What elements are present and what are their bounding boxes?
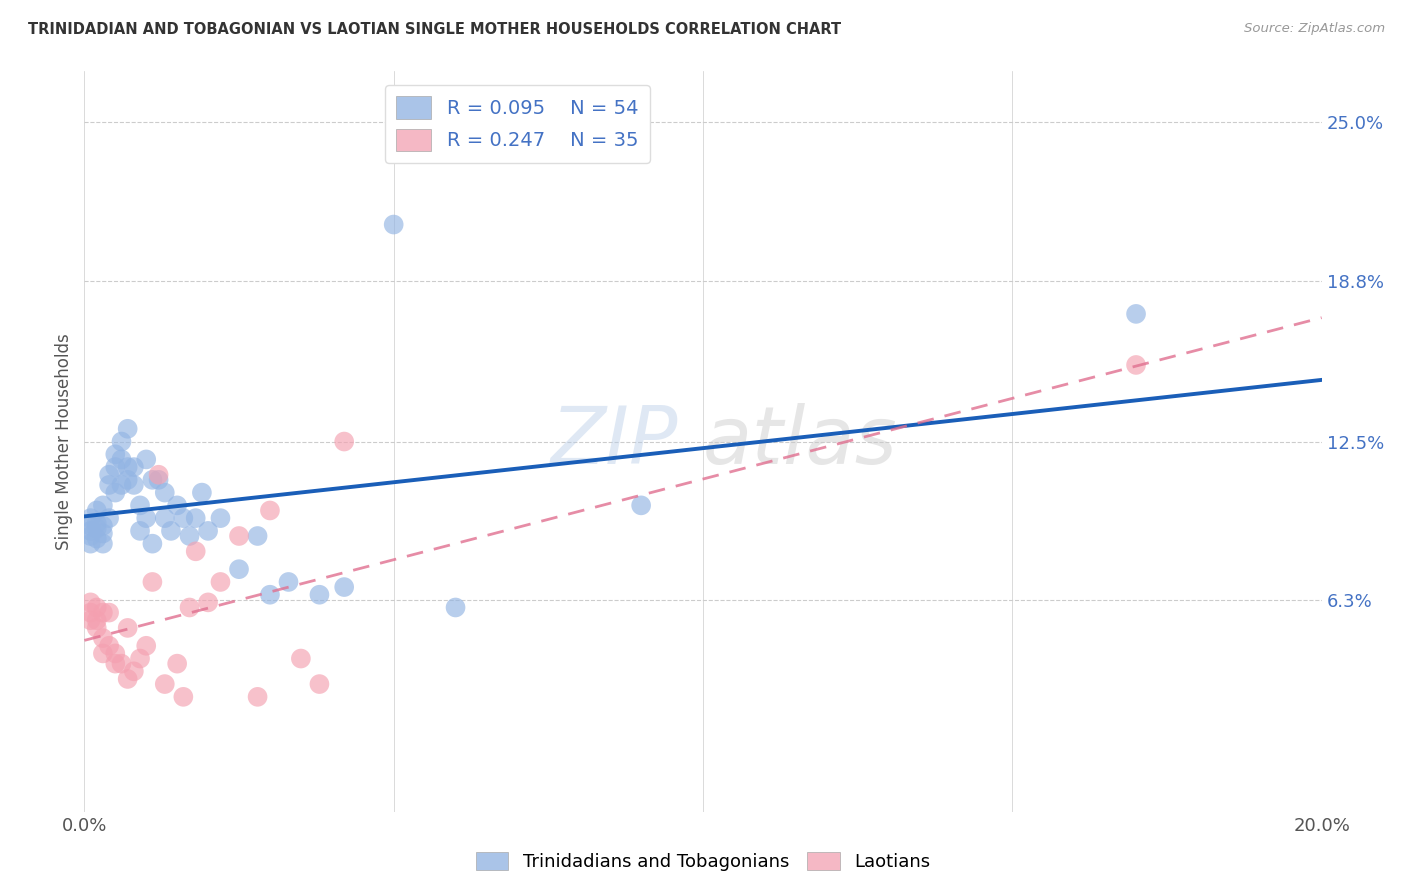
Point — [98, 467, 121, 482]
Point — [79, 511, 101, 525]
Point — [98, 606, 121, 620]
Point — [197, 524, 219, 538]
Point — [153, 677, 176, 691]
Point — [135, 511, 157, 525]
Point — [86, 503, 108, 517]
Point — [79, 524, 101, 538]
Point — [308, 588, 330, 602]
Point — [1125, 307, 1147, 321]
Point — [129, 524, 152, 538]
Point — [98, 511, 121, 525]
Point — [148, 467, 170, 482]
Point — [91, 518, 114, 533]
Point — [184, 511, 207, 525]
Point — [86, 532, 108, 546]
Point — [91, 606, 114, 620]
Point — [246, 690, 269, 704]
Point — [228, 562, 250, 576]
Point — [117, 672, 139, 686]
Point — [91, 499, 114, 513]
Point — [104, 485, 127, 500]
Point — [79, 529, 101, 543]
Point — [141, 574, 163, 589]
Text: ZIP: ZIP — [551, 402, 678, 481]
Point — [160, 524, 183, 538]
Point — [184, 544, 207, 558]
Text: atlas: atlas — [703, 402, 898, 481]
Point — [117, 422, 139, 436]
Point — [98, 639, 121, 653]
Point — [79, 595, 101, 609]
Point — [259, 503, 281, 517]
Point — [179, 529, 201, 543]
Text: Source: ZipAtlas.com: Source: ZipAtlas.com — [1244, 22, 1385, 36]
Text: TRINIDADIAN AND TOBAGONIAN VS LAOTIAN SINGLE MOTHER HOUSEHOLDS CORRELATION CHART: TRINIDADIAN AND TOBAGONIAN VS LAOTIAN SI… — [28, 22, 841, 37]
Point — [246, 529, 269, 543]
Point — [228, 529, 250, 543]
Point — [153, 485, 176, 500]
Point — [153, 511, 176, 525]
Point — [148, 473, 170, 487]
Point — [86, 621, 108, 635]
Point — [135, 639, 157, 653]
Point — [79, 518, 101, 533]
Point — [166, 657, 188, 671]
Point — [333, 434, 356, 449]
Point — [122, 460, 145, 475]
Point — [104, 657, 127, 671]
Y-axis label: Single Mother Households: Single Mother Households — [55, 334, 73, 549]
Point — [259, 588, 281, 602]
Point — [104, 647, 127, 661]
Point — [444, 600, 467, 615]
Point — [382, 218, 405, 232]
Point — [129, 499, 152, 513]
Point — [290, 651, 312, 665]
Legend: Trinidadians and Tobagonians, Laotians: Trinidadians and Tobagonians, Laotians — [468, 845, 938, 879]
Point — [110, 452, 132, 467]
Point — [91, 526, 114, 541]
Point — [91, 647, 114, 661]
Point — [104, 447, 127, 461]
Point — [141, 473, 163, 487]
Point — [1125, 358, 1147, 372]
Point — [129, 651, 152, 665]
Point — [110, 657, 132, 671]
Point — [117, 621, 139, 635]
Point — [117, 473, 139, 487]
Point — [630, 499, 652, 513]
Point — [79, 606, 101, 620]
Point — [79, 613, 101, 627]
Point — [172, 511, 194, 525]
Point — [104, 460, 127, 475]
Point — [172, 690, 194, 704]
Point — [135, 452, 157, 467]
Point — [98, 478, 121, 492]
Point — [86, 521, 108, 535]
Point — [110, 434, 132, 449]
Point — [191, 485, 214, 500]
Point — [141, 536, 163, 550]
Point — [209, 574, 232, 589]
Point — [277, 574, 299, 589]
Point — [91, 631, 114, 645]
Point — [86, 516, 108, 531]
Point — [209, 511, 232, 525]
Point — [333, 580, 356, 594]
Point — [79, 536, 101, 550]
Point — [308, 677, 330, 691]
Point — [91, 536, 114, 550]
Legend: R = 0.095    N = 54, R = 0.247    N = 35: R = 0.095 N = 54, R = 0.247 N = 35 — [385, 85, 650, 162]
Point — [117, 460, 139, 475]
Point — [110, 478, 132, 492]
Point — [197, 595, 219, 609]
Point — [86, 613, 108, 627]
Point — [179, 600, 201, 615]
Point — [86, 600, 108, 615]
Point — [122, 665, 145, 679]
Point — [122, 478, 145, 492]
Point — [166, 499, 188, 513]
